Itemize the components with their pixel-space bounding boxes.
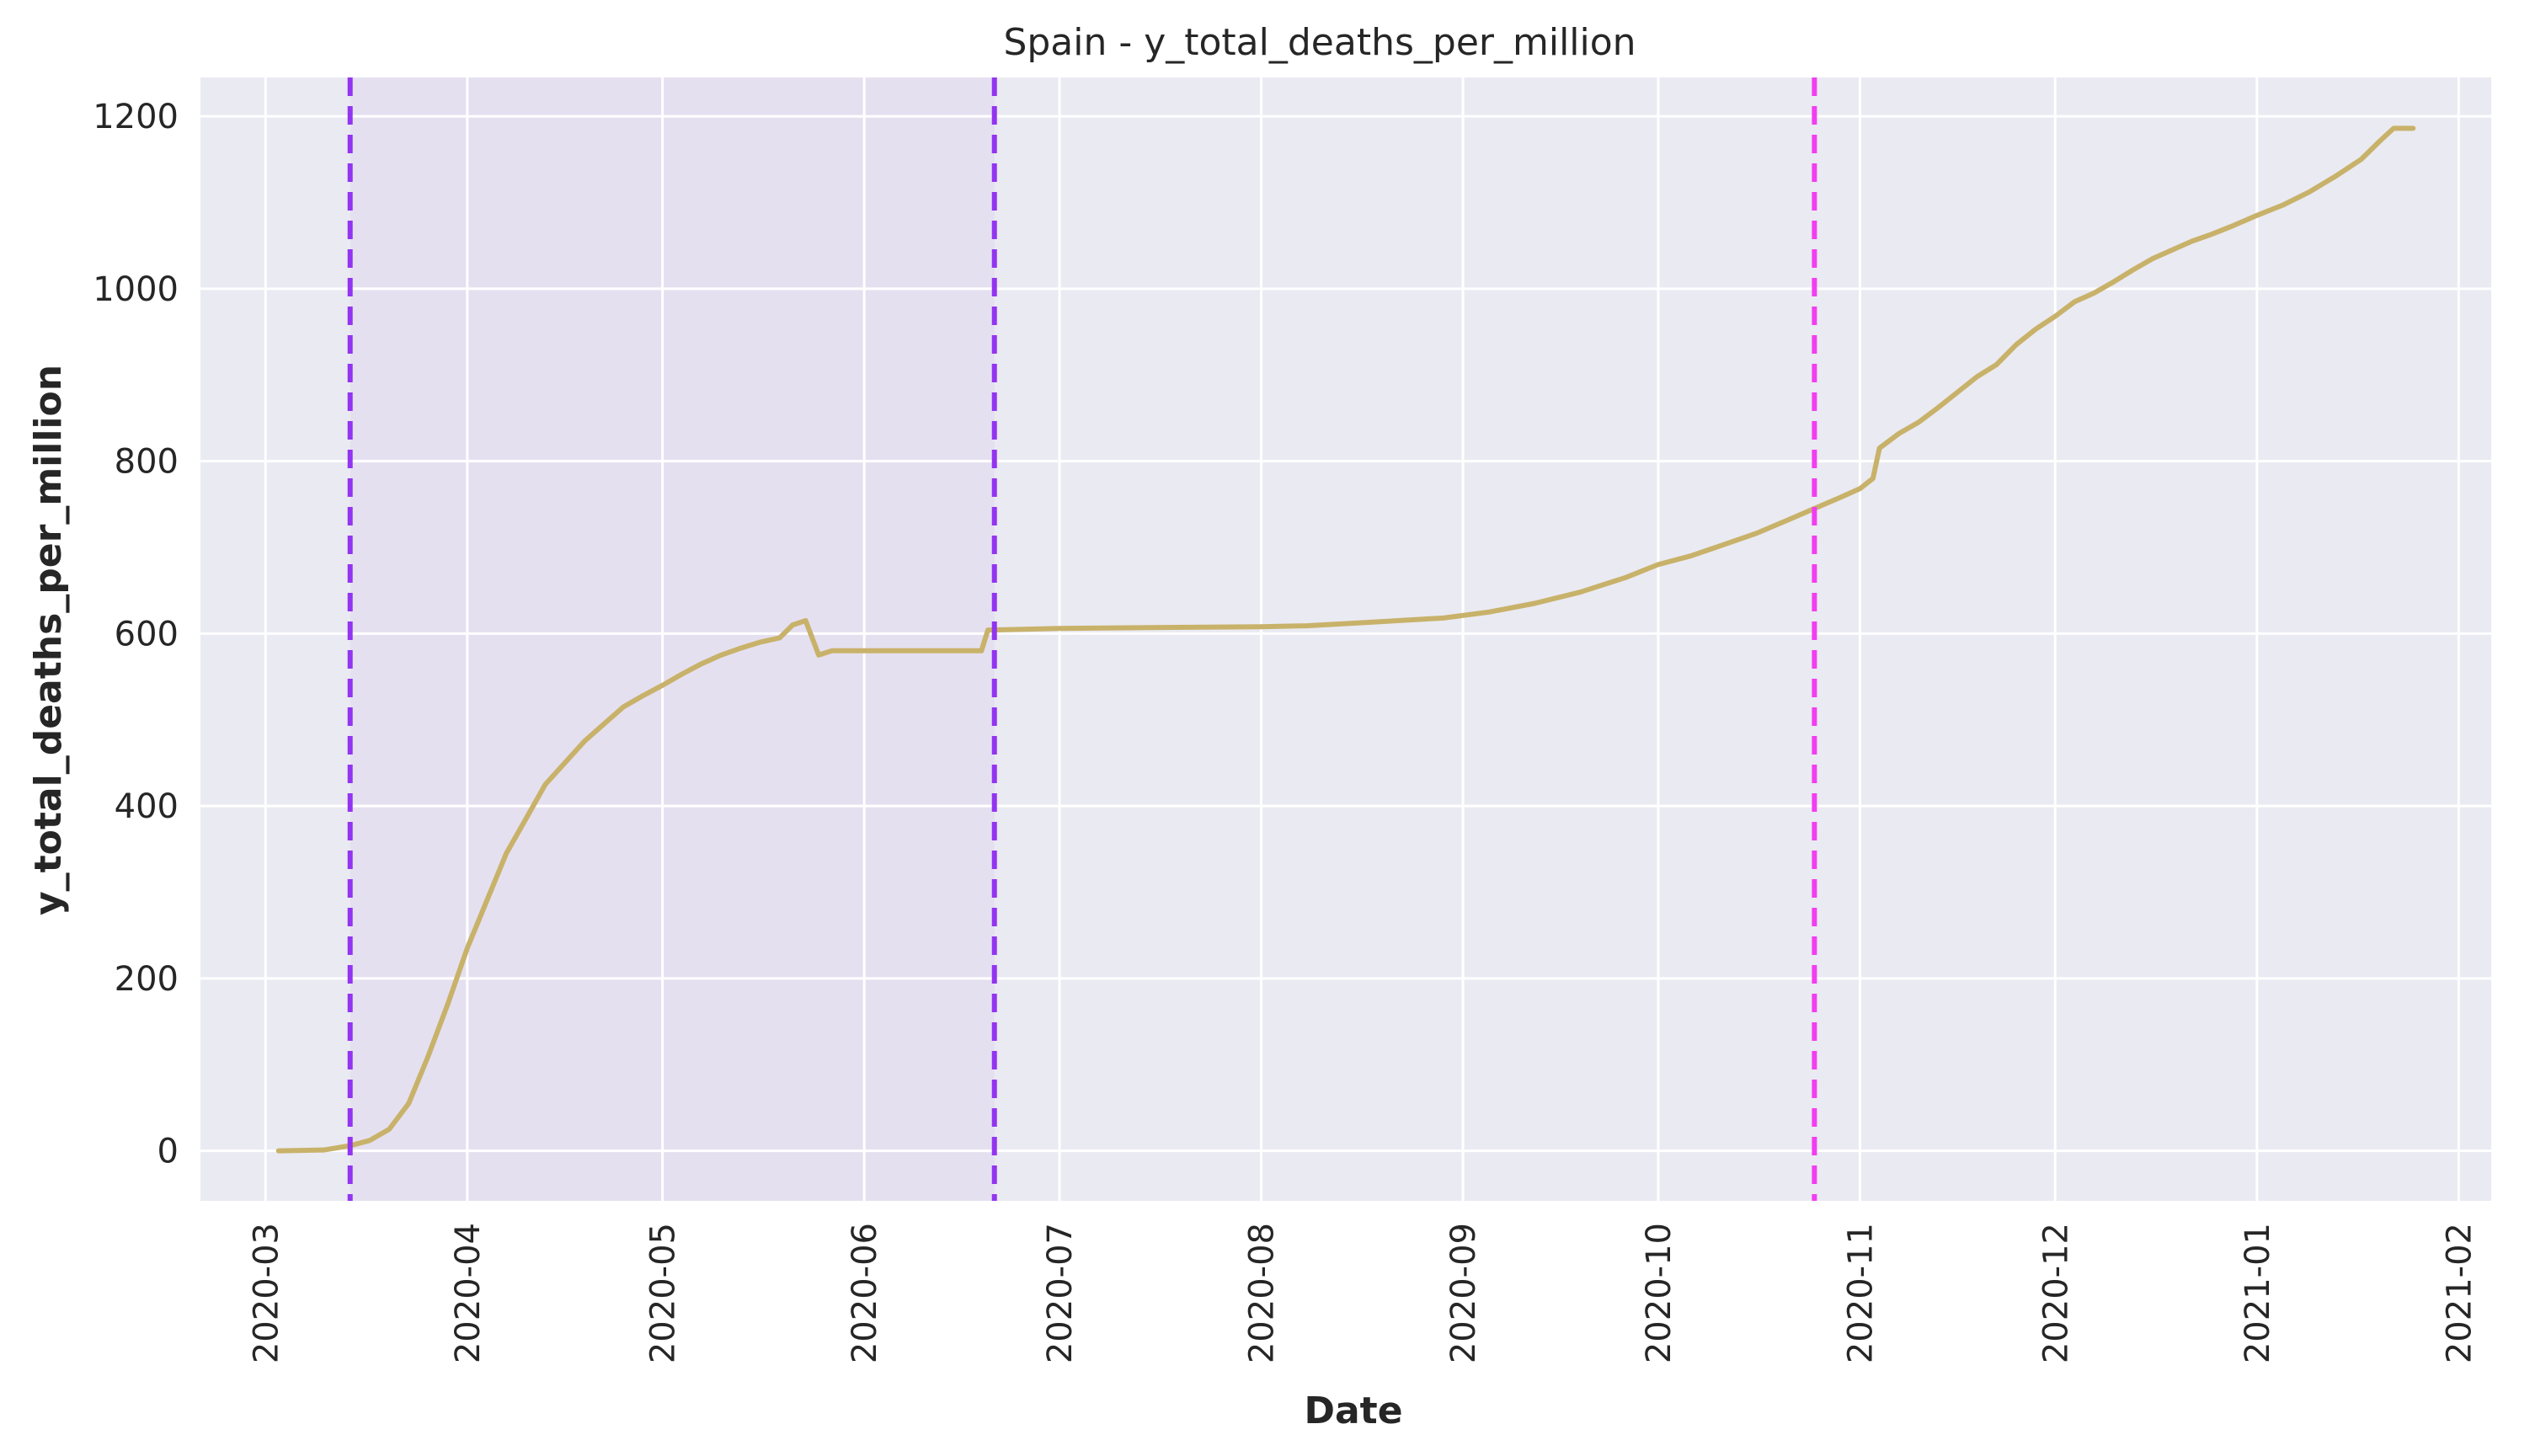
x-tick-label: 2020-07	[1041, 1223, 1080, 1363]
y-tick-labels: 0 200 400 600 800 1000 1200	[93, 98, 179, 1171]
x-tick-label: 2020-03	[247, 1223, 286, 1363]
y-tick-label: 400	[115, 787, 179, 826]
x-tick-label: 2020-10	[1640, 1223, 1678, 1363]
x-tick-label: 2020-08	[1243, 1223, 1282, 1363]
series-line	[275, 125, 2416, 1154]
y-tick-label: 200	[115, 960, 179, 999]
x-tick-label: 2020-11	[1841, 1223, 1880, 1363]
y-tick-label: 800	[115, 443, 179, 482]
x-tick-label: 2020-05	[644, 1223, 683, 1363]
x-tick-label: 2020-09	[1444, 1223, 1483, 1363]
x-tick-labels: 2020-03 2020-04 2020-05 2020-06 2020-07 2020-…	[247, 1223, 2479, 1363]
x-axis-label: Date	[1304, 1389, 1402, 1432]
chart-title: Spain - y_total_deaths_per_million	[1003, 21, 1636, 64]
x-tick-label: 2021-01	[2239, 1223, 2277, 1363]
x-tick-label: 2021-02	[2440, 1223, 2479, 1363]
x-tick-label: 2020-04	[449, 1223, 488, 1363]
x-tick-label: 2020-06	[846, 1223, 884, 1363]
y-tick-label: 0	[157, 1133, 179, 1171]
y-tick-label: 1000	[93, 270, 179, 309]
shaded-region	[350, 77, 995, 1201]
y-tick-label: 1200	[93, 98, 179, 136]
x-tick-label: 2020-12	[2036, 1223, 2075, 1363]
event-lines	[347, 77, 1817, 1201]
shaded-interval	[350, 77, 995, 1201]
series-layer	[275, 125, 2416, 1154]
y-axis-label: y_total_deaths_per_million	[27, 365, 70, 915]
grid-lines	[200, 77, 2491, 1201]
y-tick-label: 600	[115, 615, 179, 653]
